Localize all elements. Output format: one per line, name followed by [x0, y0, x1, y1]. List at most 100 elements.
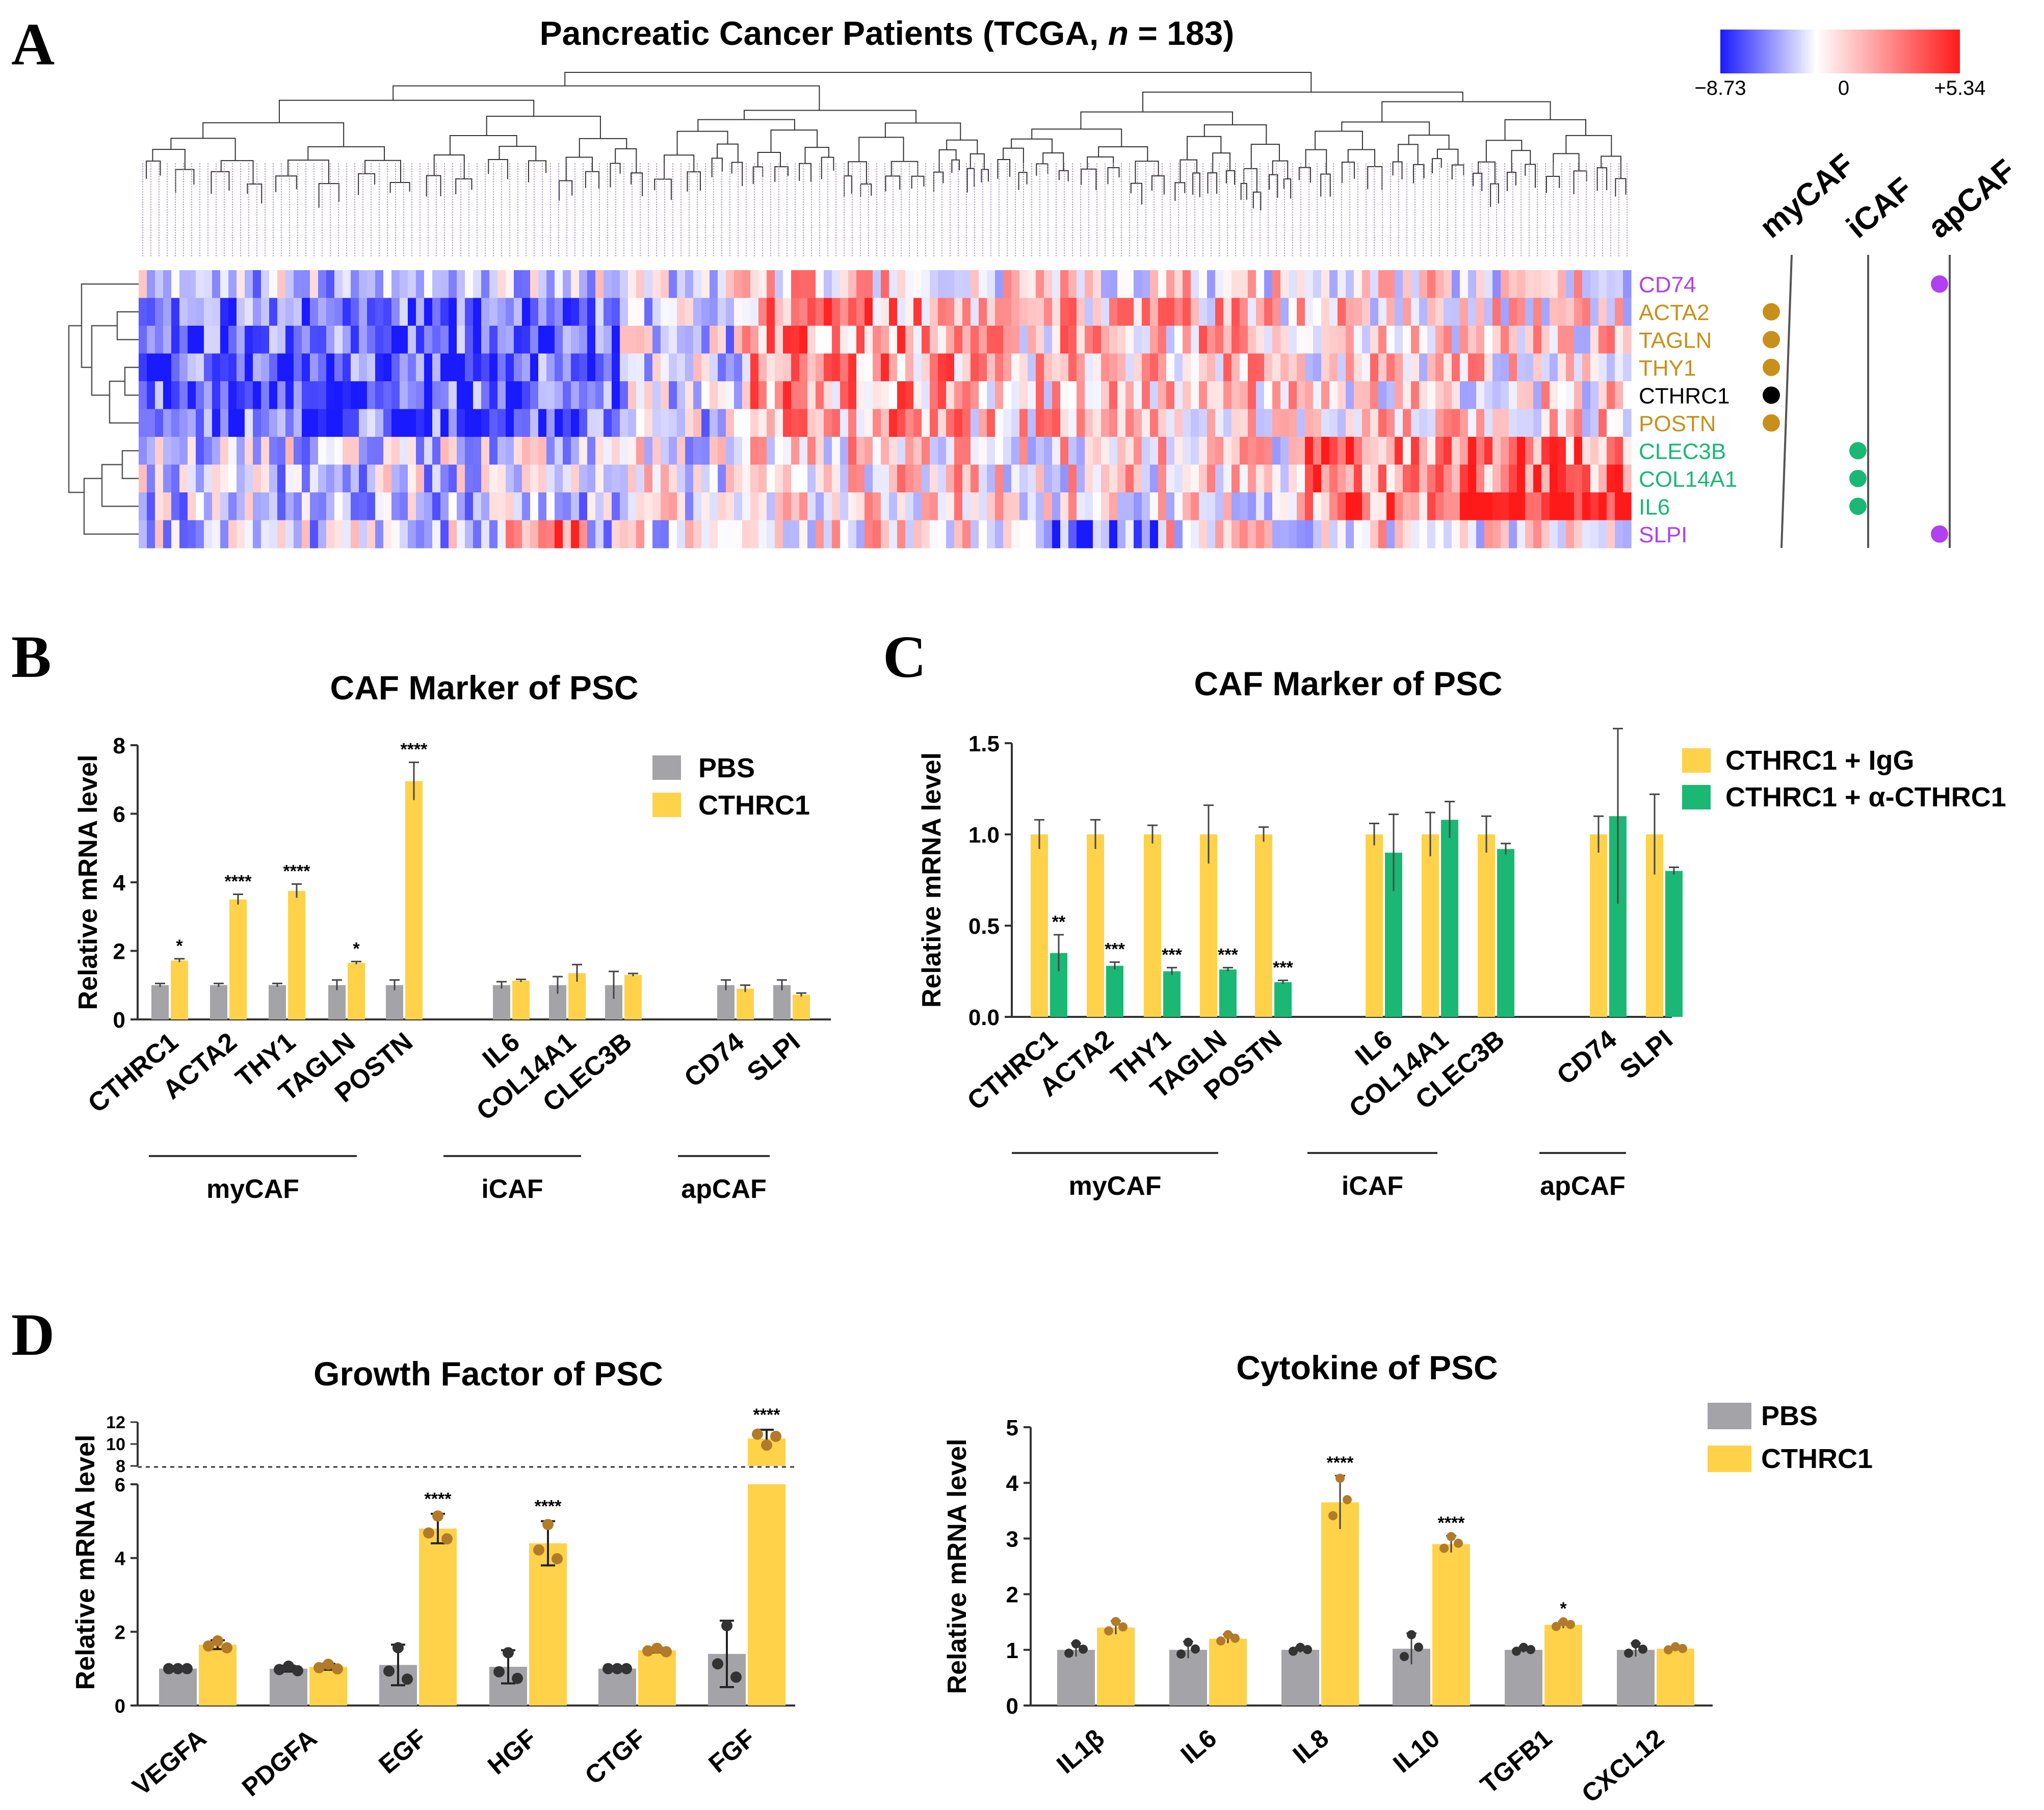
- heatmap-cell: [799, 381, 808, 410]
- heatmap-cell: [1615, 492, 1623, 521]
- heatmap-cell: [212, 437, 221, 465]
- heatmap-cell: [1468, 298, 1477, 326]
- heatmap-cell: [310, 437, 319, 465]
- heatmap-cell: [1598, 326, 1607, 354]
- heatmap-cell: [1484, 409, 1493, 437]
- heatmap-cell: [1117, 464, 1126, 493]
- heatmap-cell: [807, 520, 816, 548]
- heatmap-cell: [595, 492, 604, 521]
- heatmap-cell: [220, 326, 229, 354]
- heatmap-cell: [139, 492, 147, 521]
- heatmap-cell: [1329, 381, 1338, 410]
- heatmap-cell: [734, 298, 743, 326]
- heatmap-cell: [856, 270, 865, 299]
- heatmap-cell: [1533, 437, 1542, 465]
- heatmap-cell: [710, 409, 718, 437]
- heatmap-cell: [440, 381, 449, 410]
- heatmap-cell: [652, 437, 661, 465]
- heatmap-cell: [400, 353, 408, 382]
- bar: [386, 985, 403, 1019]
- heatmap-cell: [188, 326, 196, 354]
- heatmap-cell: [1346, 270, 1354, 299]
- heatmap-cell: [457, 409, 465, 437]
- heatmap-cell: [1468, 520, 1477, 548]
- heatmap-cell: [245, 464, 253, 493]
- heatmap-cell: [1019, 409, 1028, 437]
- heatmap-cell: [245, 437, 253, 465]
- heatmap-cell: [873, 381, 881, 410]
- heatmap-cell: [139, 437, 147, 465]
- heatmap-cell: [889, 492, 898, 521]
- heatmap-cell: [897, 464, 906, 493]
- dendrogram-branch: [68, 325, 84, 493]
- heatmap-cell: [1509, 437, 1517, 465]
- heatmap-cell: [285, 298, 294, 326]
- dendrogram-branch: [1135, 161, 1159, 183]
- significance-label: ****: [225, 872, 252, 891]
- heatmap-cell: [1077, 326, 1085, 354]
- heatmap-cell: [1085, 298, 1093, 326]
- heatmap-cell: [742, 298, 751, 326]
- heatmap-cell: [1509, 409, 1517, 437]
- heatmap-cell: [595, 381, 604, 410]
- heatmap-cell: [326, 520, 335, 548]
- heatmap-cell: [375, 353, 384, 382]
- dendrogram-branch: [1545, 176, 1560, 193]
- heatmap-cell: [1623, 298, 1632, 326]
- data-point: [552, 1553, 563, 1565]
- heatmap-cell: [1574, 409, 1583, 437]
- heatmap-cell: [465, 437, 474, 465]
- heatmap-cell: [196, 520, 204, 548]
- heatmap-cell: [546, 353, 555, 382]
- heatmap-cell: [1142, 298, 1150, 326]
- heatmap-cell: [832, 298, 841, 326]
- heatmap-cell: [905, 353, 914, 382]
- heatmap-cell: [1452, 353, 1460, 382]
- heatmap-cell: [555, 326, 563, 354]
- heatmap-cell: [652, 270, 661, 299]
- heatmap-cell: [1313, 298, 1322, 326]
- heatmap-cell: [1150, 353, 1159, 382]
- heatmap-cell: [204, 464, 213, 493]
- heatmap-cell: [489, 326, 498, 354]
- heatmap-cell: [220, 464, 229, 493]
- heatmap-cell: [1215, 298, 1224, 326]
- dendrogram-branch: [1315, 130, 1363, 150]
- dendrogram-branch: [1272, 160, 1289, 179]
- heatmap-cell: [538, 270, 547, 299]
- heatmap-cell: [1484, 492, 1493, 521]
- category-label: SLPI: [742, 1027, 806, 1088]
- heatmap-cell: [604, 270, 612, 299]
- heatmap-cell: [1492, 353, 1501, 382]
- heatmap-cell: [1346, 464, 1354, 493]
- heatmap-cell: [636, 437, 645, 465]
- heatmap-cell: [734, 326, 743, 354]
- heatmap-cell: [1598, 437, 1607, 465]
- heatmap-cell: [848, 270, 857, 299]
- heatmap-cell: [595, 437, 604, 465]
- heatmap-cell: [1297, 520, 1305, 548]
- heatmap-cell: [669, 326, 677, 354]
- heatmap-cell: [1134, 326, 1142, 354]
- heatmap-cell: [954, 298, 963, 326]
- heatmap-cell: [196, 298, 204, 326]
- heatmap-cell: [424, 381, 433, 410]
- caf-column-label: myCAF: [1753, 147, 1861, 245]
- heatmap-cell: [1444, 520, 1452, 548]
- heatmap-cell: [1370, 409, 1379, 437]
- colorbar-zero-label: 0: [1838, 77, 1849, 99]
- heatmap-cell: [620, 464, 628, 493]
- heatmap-cell: [1297, 464, 1305, 493]
- heatmap-cell: [1550, 437, 1558, 465]
- dendrogram-branch: [1565, 135, 1612, 156]
- dendrogram-branch: [997, 159, 1011, 179]
- data-point: [1079, 1644, 1088, 1654]
- heatmap-cell: [1533, 520, 1542, 548]
- heatmap-cell: [1191, 409, 1199, 437]
- heatmap-cell: [481, 520, 490, 548]
- heatmap-cell: [938, 520, 947, 548]
- heatmap-cell: [1215, 409, 1224, 437]
- heatmap-cell: [196, 326, 204, 354]
- heatmap-cell: [1509, 520, 1517, 548]
- heatmap-cell: [816, 437, 824, 465]
